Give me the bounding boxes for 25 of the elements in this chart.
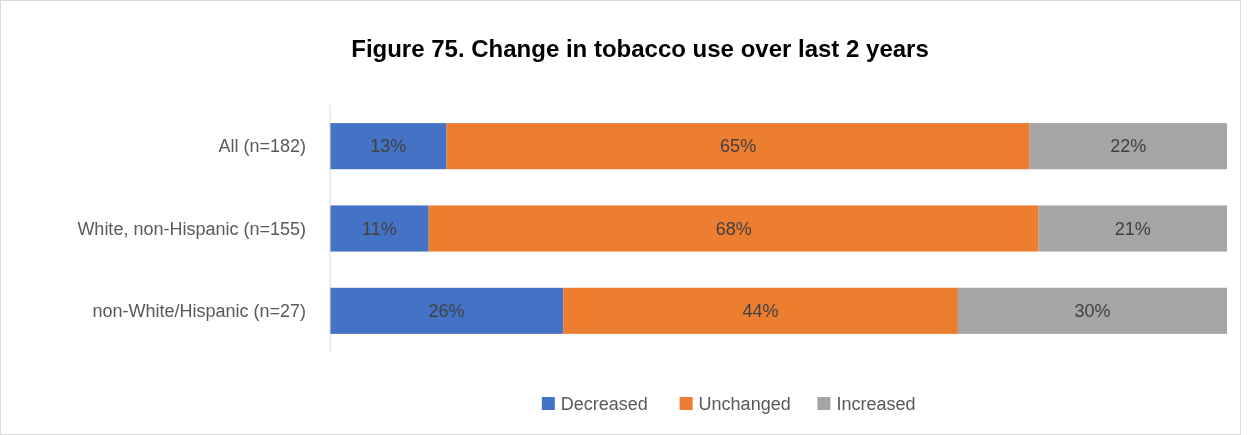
y-tick-label: All (n=182) xyxy=(218,136,306,157)
bar xyxy=(957,287,1227,334)
data-label: 13% xyxy=(370,136,407,157)
data-label: 68% xyxy=(715,218,752,239)
data-label: 22% xyxy=(1110,136,1147,157)
bar xyxy=(330,123,447,170)
data-label: 65% xyxy=(720,136,757,157)
data-label: 44% xyxy=(742,301,779,322)
bar xyxy=(330,287,564,334)
bar xyxy=(563,287,958,334)
y-tick-label: White, non-Hispanic (n=155) xyxy=(77,218,306,239)
bar xyxy=(446,123,1030,170)
bar xyxy=(428,205,1039,252)
bar xyxy=(1038,205,1227,252)
data-label: 21% xyxy=(1114,218,1151,239)
legend-label: Decreased xyxy=(560,394,648,415)
legend-label: Unchanged xyxy=(698,394,791,415)
data-label: 26% xyxy=(428,301,465,322)
data-label: 30% xyxy=(1074,301,1111,322)
chart-title: Figure 75. Change in tobacco use over last 2 years xyxy=(351,35,929,62)
data-label: 11% xyxy=(361,218,397,239)
bar xyxy=(1029,123,1227,170)
bar xyxy=(330,205,429,252)
legend-label: Increased xyxy=(836,394,916,415)
y-tick-label: non-White/Hispanic (n=27) xyxy=(92,301,306,322)
